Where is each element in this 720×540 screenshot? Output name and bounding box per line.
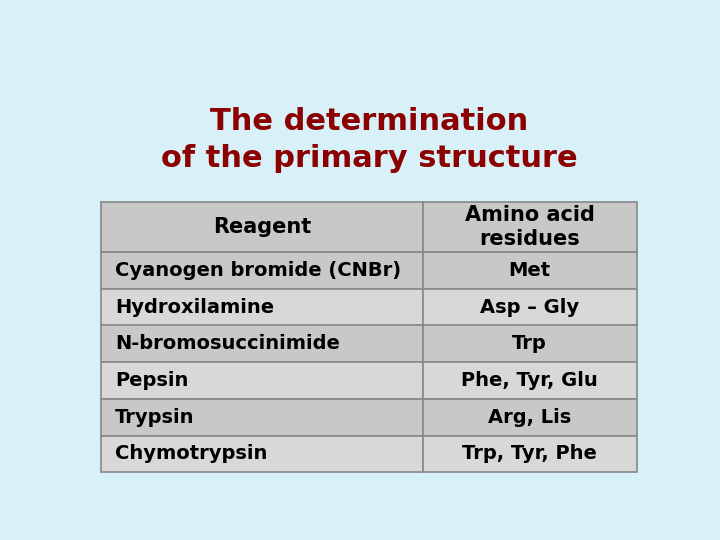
Text: Trp, Tyr, Phe: Trp, Tyr, Phe [462, 444, 597, 463]
Bar [423, 202, 636, 252]
Bar [423, 436, 636, 472]
Text: N-bromosuccinimide: N-bromosuccinimide [115, 334, 340, 353]
Text: Pepsin: Pepsin [115, 371, 189, 390]
Bar [101, 436, 423, 472]
Bar [423, 362, 636, 399]
Bar [101, 252, 423, 289]
Text: Reagent: Reagent [212, 217, 311, 237]
Bar [101, 399, 423, 436]
Text: Asp – Gly: Asp – Gly [480, 298, 580, 316]
Bar [101, 202, 423, 252]
Text: Phe, Tyr, Glu: Phe, Tyr, Glu [462, 371, 598, 390]
Text: Amino acid
residues: Amino acid residues [465, 205, 595, 249]
Text: Trp: Trp [513, 334, 547, 353]
Text: Trypsin: Trypsin [115, 408, 194, 427]
Text: Met: Met [508, 261, 551, 280]
Bar [423, 252, 636, 289]
Bar [423, 326, 636, 362]
Bar [423, 399, 636, 436]
Text: Hydroxilamine: Hydroxilamine [115, 298, 274, 316]
Text: Cyanogen bromide (CNBr): Cyanogen bromide (CNBr) [115, 261, 401, 280]
Bar [101, 362, 423, 399]
Bar [423, 289, 636, 326]
Bar [101, 326, 423, 362]
Text: Arg, Lis: Arg, Lis [488, 408, 572, 427]
Text: The determination
of the primary structure: The determination of the primary structu… [161, 106, 577, 173]
Text: Chymotrypsin: Chymotrypsin [115, 444, 268, 463]
Bar [101, 289, 423, 326]
